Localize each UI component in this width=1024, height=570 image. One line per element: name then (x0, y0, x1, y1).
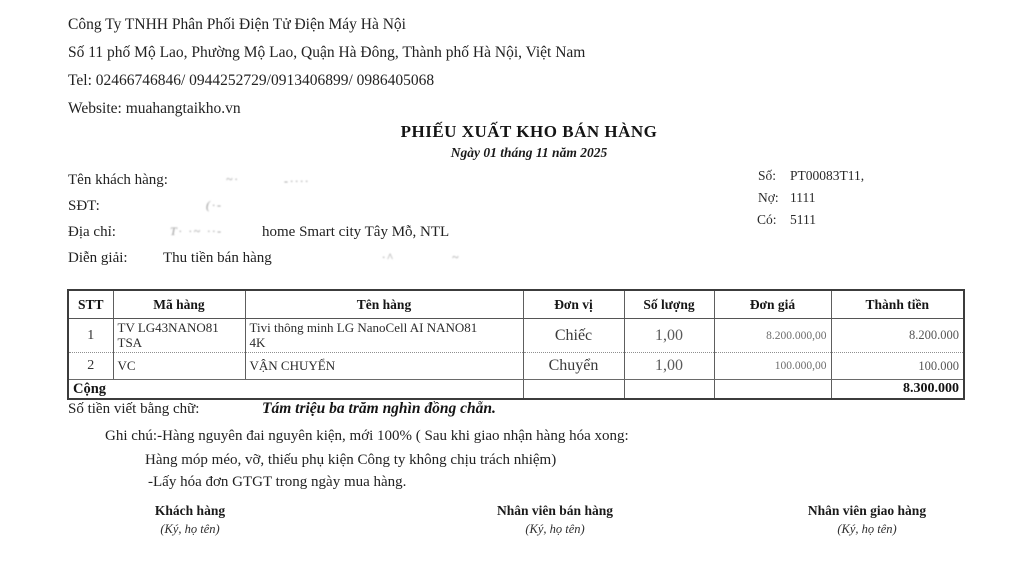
col-header-don-vi: Đơn vị (522, 290, 625, 319)
total-empty-price (713, 379, 832, 399)
note-line-2: Hàng móp méo, vỡ, thiếu phụ kiện Công ty… (145, 452, 557, 468)
cell-qty: 1,00 (623, 352, 715, 380)
company-name: Công Ty TNHH Phân Phối Điện Tử Điện Máy … (68, 16, 406, 33)
cell-name: VẬN CHUYỂN (244, 352, 524, 380)
redacted-customer-address: T· ·~ ··- (170, 224, 224, 238)
document-date: Ngày 01 tháng 11 năm 2025 (450, 145, 608, 160)
table-total-row: Cộng 8.300.000 (67, 379, 965, 399)
items-table-header-row: STT Mã hàng Tên hàng Đơn vị Số lượng Đơn… (67, 290, 965, 319)
signature-title: Khách hàng (154, 503, 226, 518)
signature-subtitle: (Ký, họ tên) (160, 522, 220, 536)
signature-block-customer: Khách hàng (Ký, họ tên) (80, 503, 300, 537)
description-value: Thu tiền bán hàng (163, 250, 272, 266)
col-header-so-luong: Số lượng (623, 290, 715, 319)
col-header-ten-hang: Tên hàng (244, 290, 524, 319)
cell-code: TV LG43NANO81 TSA (112, 318, 246, 353)
voucher-number-value: PT00083T11, (790, 168, 865, 183)
cell-stt: 1 (67, 318, 114, 353)
customer-address-value: home Smart city Tây Mỗ, NTL (262, 224, 450, 240)
col-header-thanh-tien: Thành tiền (830, 290, 965, 319)
table-row: 1 TV LG43NANO81 TSA Tivi thông minh LG N… (67, 318, 965, 353)
table-row: 2 VC VẬN CHUYỂN Chuyển 1,00 100.000,00 1… (67, 352, 965, 380)
debit-account-value: 1111 (790, 190, 816, 205)
signature-block-salesperson: Nhân viên bán hàng (Ký, họ tên) (445, 503, 665, 537)
cell-name: Tivi thông minh LG NanoCell AI NANO81 4K (244, 318, 524, 353)
signature-subtitle: (Ký, họ tên) (837, 522, 897, 536)
customer-name-label: Tên khách hàng: (68, 172, 168, 188)
redacted-customer-name-2: -···· (284, 174, 310, 188)
redacted-description: ·^ (382, 250, 395, 264)
amount-in-words-value: Tám triệu ba trăm nghìn đồng chẵn. (262, 400, 496, 417)
col-header-stt: STT (67, 290, 114, 319)
redacted-description-2: ~ (452, 250, 461, 264)
company-tel: Tel: 02466746846/ 0944252729/0913406899/… (68, 72, 435, 89)
redacted-customer-phone: (·- (206, 198, 223, 212)
signature-subtitle: (Ký, họ tên) (525, 522, 585, 536)
signature-block-delivery: Nhân viên giao hàng (Ký, họ tên) (757, 503, 977, 537)
document-title: PHIẾU XUẤT KHO BÁN HÀNG (400, 122, 658, 141)
company-address: Số 11 phố Mộ Lao, Phường Mộ Lao, Quận Hà… (68, 44, 586, 61)
amount-in-words-label: Số tiền viết bằng chữ: (68, 401, 200, 417)
cell-price: 100.000,00 (713, 352, 832, 380)
total-amount: 8.300.000 (830, 379, 965, 399)
signature-title: Nhân viên bán hàng (497, 503, 613, 518)
note-line-3: -Lấy hóa đơn GTGT trong ngày mua hàng. (148, 474, 407, 490)
total-label: Cộng (67, 379, 524, 399)
customer-address-label: Địa chỉ: (68, 224, 116, 240)
debit-account-label: Nợ: (758, 190, 779, 205)
cell-stt: 2 (67, 352, 114, 380)
col-header-ma-hang: Mã hàng (112, 290, 246, 319)
col-header-don-gia: Đơn giá (713, 290, 832, 319)
items-table: STT Mã hàng Tên hàng Đơn vị Số lượng Đơn… (67, 289, 965, 400)
credit-account-label: Có: (757, 212, 777, 227)
company-website: Website: muahangtaikho.vn (68, 100, 241, 117)
cell-unit: Chiếc (522, 318, 625, 353)
description-label: Diễn giải: (68, 250, 128, 266)
cell-unit: Chuyển (522, 352, 625, 380)
voucher-number-label: Số: (758, 168, 777, 183)
credit-account-value: 5111 (790, 212, 816, 227)
redacted-customer-name: ~· (226, 172, 240, 186)
total-empty-unit (522, 379, 625, 399)
note-line-1: Ghi chú:-Hàng nguyên đai nguyên kiện, mớ… (105, 428, 629, 444)
cell-amount: 100.000 (830, 352, 965, 380)
cell-code: VC (112, 352, 246, 380)
customer-phone-label: SĐT: (68, 198, 100, 214)
cell-amount: 8.200.000 (830, 318, 965, 353)
cell-price: 8.200.000,00 (713, 318, 832, 353)
total-empty-qty (623, 379, 715, 399)
cell-qty: 1,00 (623, 318, 715, 353)
signature-title: Nhân viên giao hàng (807, 503, 927, 518)
